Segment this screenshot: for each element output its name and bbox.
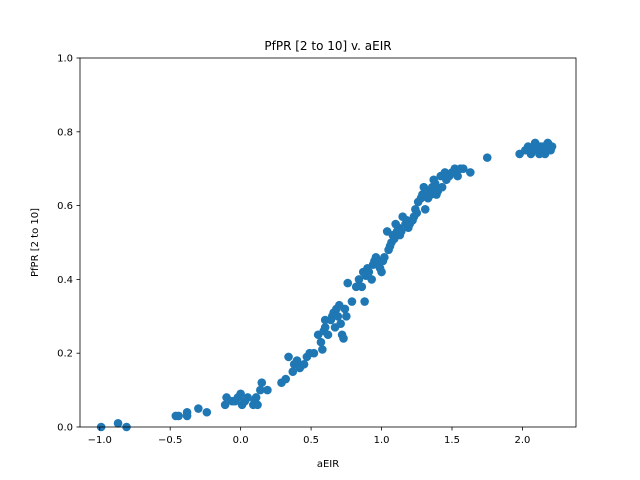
data-point (430, 179, 440, 188)
data-point (453, 171, 462, 181)
data-point (336, 319, 345, 328)
data-point (437, 182, 447, 192)
y-tick-label: 0.8 (57, 127, 73, 138)
data-point (284, 352, 293, 362)
data-point (320, 323, 330, 332)
y-tick-label: 1.0 (57, 54, 73, 65)
data-point (194, 404, 203, 413)
y-tick-label: 0.2 (57, 349, 73, 360)
data-point (292, 356, 302, 365)
data-point (299, 359, 309, 369)
y-axis: 0.0 0.2 0.4 0.6 0.8 1.0 (57, 54, 80, 434)
data-point (466, 168, 475, 177)
data-points (96, 138, 557, 432)
x-tick-label: 2.0 (515, 435, 531, 446)
data-point (243, 393, 252, 402)
data-point (364, 267, 374, 277)
data-point (342, 312, 351, 321)
data-point (377, 267, 386, 277)
data-point (236, 389, 245, 399)
data-point (113, 419, 123, 428)
data-point (288, 367, 298, 376)
data-point (202, 407, 212, 417)
y-tick-label: 0.0 (57, 423, 73, 434)
data-point (343, 278, 353, 288)
data-point (354, 275, 364, 284)
data-point (333, 312, 343, 321)
x-axis-label: aEIR (317, 459, 339, 470)
data-point (380, 252, 389, 262)
data-point (256, 385, 265, 395)
data-point (412, 208, 422, 218)
x-tick-label: 1.0 (374, 435, 390, 446)
data-point (318, 345, 327, 354)
x-tick-label: −0.5 (158, 435, 182, 446)
data-point (220, 400, 230, 410)
data-point (323, 330, 333, 340)
data-point (420, 204, 430, 214)
x-axis: −1.0 −0.5 0.0 0.5 1.0 1.5 2.0 (88, 427, 531, 446)
x-tick-label: 0.0 (233, 435, 249, 446)
data-point (396, 227, 406, 236)
data-point (251, 393, 261, 402)
y-tick-label: 0.6 (57, 201, 73, 212)
x-tick-label: −1.0 (88, 435, 112, 446)
y-tick-label: 0.4 (57, 275, 73, 286)
data-point (458, 164, 468, 173)
data-point (340, 304, 350, 314)
data-point (347, 297, 357, 306)
x-tick-label: 1.5 (444, 435, 460, 446)
data-point (367, 275, 376, 284)
x-tick-label: 0.5 (303, 435, 319, 446)
data-point (253, 400, 262, 410)
data-point (357, 282, 367, 292)
data-point (360, 297, 369, 306)
data-point (257, 378, 267, 388)
data-point (174, 411, 183, 421)
data-point (339, 334, 348, 343)
data-point (263, 385, 272, 395)
data-point (309, 348, 319, 358)
plot-frame (79, 57, 577, 428)
y-axis-label: PfPR [2 to 10] (30, 208, 41, 277)
data-point (547, 142, 557, 151)
chart-title: PfPR [2 to 10] v. aEIR (264, 39, 391, 53)
data-point (316, 337, 326, 347)
data-point (482, 153, 492, 162)
data-point (281, 374, 291, 384)
data-point (182, 411, 192, 421)
